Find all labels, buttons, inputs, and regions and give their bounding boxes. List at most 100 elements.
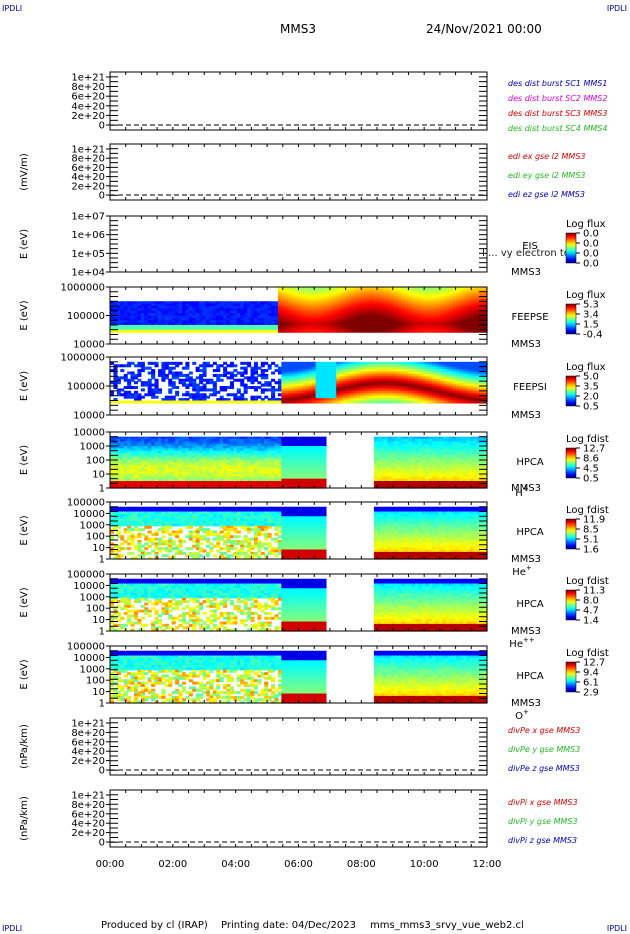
colorbar-tick-label: 4.7 xyxy=(583,606,599,617)
ytick-label: 10000 xyxy=(73,411,105,422)
colorbar-tick-label: 12.7 xyxy=(583,658,605,669)
ytick-label: 100 xyxy=(86,456,105,467)
ylabel-p7: E (eV) xyxy=(19,515,30,545)
colorbar-tick-label: 1.6 xyxy=(583,545,599,556)
ytick-label: 100000 xyxy=(67,570,105,581)
spacecraft-label-p5: MMS3 xyxy=(511,410,541,421)
spacecraft-label-p4: MMS3 xyxy=(511,339,541,350)
panel-p4: 1000000 100000 10000 E (eV) FEEPSE MMS3 Log fl… xyxy=(19,283,606,351)
instrument-label-p5: FEEPSI xyxy=(513,382,547,393)
ytick-label: 100000 xyxy=(67,498,105,509)
legend-entry: des dist burst SC4 MMS4 xyxy=(508,124,607,133)
colorbar-p5 xyxy=(565,375,577,407)
colorbar-tick-label: 8.6 xyxy=(583,454,599,465)
spacecraft-label-p3: MMS3 xyxy=(511,267,541,278)
ytick-label: 1000000 xyxy=(60,283,105,294)
species-label-p6: H+ xyxy=(515,485,529,499)
ylabel-p3: E (eV) xyxy=(19,229,30,259)
colorbar-p3 xyxy=(565,232,577,264)
footer-produced-by: Produced by cl (IRAP) xyxy=(101,920,208,931)
ytick-label: 100000 xyxy=(67,382,105,393)
ytick-label: 1e+07 xyxy=(71,212,105,223)
legend-entry: divPe y gse MMS3 xyxy=(508,745,580,754)
ytick-label: 10000 xyxy=(73,428,105,439)
ytick-label: 4e+20 xyxy=(71,101,105,112)
ytick-label: 1e+21 xyxy=(71,791,105,802)
ytick-label: 1000000 xyxy=(60,353,105,364)
colorbar-tick-label: 11.9 xyxy=(583,515,605,526)
ytick-label: 10 xyxy=(92,543,105,554)
spectrogram-p5 xyxy=(110,361,488,404)
spectrogram-p7 xyxy=(110,506,488,560)
ytick-label: 1 xyxy=(99,484,105,495)
spacecraft-label-p6: MMS3 xyxy=(511,483,541,494)
species-label-p9: O+ xyxy=(515,708,529,722)
legend-entry: edi ex gse l2 MMS3 xyxy=(508,152,586,161)
ytick-label: 1000 xyxy=(80,664,105,675)
colorbar-tick-label: 2.0 xyxy=(583,392,599,403)
time-tick-label: 10:00 xyxy=(410,859,439,870)
instrument-label-p4: FEEPSE xyxy=(511,312,548,323)
colorbar-p4 xyxy=(565,303,577,335)
plot-frame-p1 xyxy=(109,71,488,131)
spacecraft-label-p7: MMS3 xyxy=(511,554,541,565)
time-tick-label: 04:00 xyxy=(221,859,250,870)
overlay-text-p3: I ... vy electron to xyxy=(482,248,570,259)
colorbar-title-p6: Log fdist xyxy=(566,434,609,445)
ytick-label: 4e+20 xyxy=(71,172,105,183)
colorbar-tick-label: 3.4 xyxy=(583,310,599,321)
time-tick-label: 00:00 xyxy=(96,859,125,870)
spectrogram-p6 xyxy=(110,436,488,489)
colorbar-tick-label: 1.5 xyxy=(583,320,599,331)
plot-frame-p2 xyxy=(109,143,488,201)
corner-label-top-left: IPDLI xyxy=(2,4,23,13)
legend-entry: edi ez gse l2 MMS3 xyxy=(508,190,585,199)
ytick-label: 1 xyxy=(99,699,105,710)
instrument-label-p6: HPCA xyxy=(516,457,544,468)
ytick-label: 2e+20 xyxy=(71,756,105,767)
legend-entry: des dist burst SC2 MMS2 xyxy=(508,94,607,103)
colorbar-tick-label: 0.0 xyxy=(583,239,599,250)
ytick-label: 4e+20 xyxy=(71,747,105,758)
colorbar-tick-label: 8.0 xyxy=(583,596,599,607)
ytick-label: 0 xyxy=(99,121,105,132)
ylabel-p2: (mV/m) xyxy=(19,153,30,191)
ytick-label: 6e+20 xyxy=(71,92,105,103)
colorbar-tick-label: 2.9 xyxy=(583,688,599,699)
ytick-label: 10 xyxy=(92,615,105,626)
colorbar-tick-label: 5.3 xyxy=(583,300,599,311)
mission-title: MMS3 xyxy=(280,22,316,36)
ytick-label: 100 xyxy=(86,532,105,543)
ytick-label: 10000 xyxy=(73,653,105,664)
ytick-label: 6e+20 xyxy=(71,809,105,820)
species-label-p8: He++ xyxy=(509,636,535,650)
colorbar-title-p4: Log flux xyxy=(566,290,606,301)
footer-printing-date: Printing date: 04/Dec/2023 xyxy=(221,920,357,931)
ytick-label: 2e+20 xyxy=(71,181,105,192)
colorbar-tick-label: 0.5 xyxy=(583,474,599,485)
ytick-label: 1e+05 xyxy=(71,249,105,260)
plot-frame-p11 xyxy=(109,789,488,848)
plot-frame-p10 xyxy=(109,717,488,776)
ytick-label: 1e+21 xyxy=(71,719,105,730)
colorbar-tick-label: 1.4 xyxy=(583,616,599,627)
instrument-label-p9: HPCA xyxy=(516,671,544,682)
colorbar-title-p5: Log flux xyxy=(566,362,606,373)
colorbar-p8 xyxy=(565,589,577,621)
ytick-label: 2e+20 xyxy=(71,828,105,839)
colorbar-p7 xyxy=(565,518,577,550)
colorbar-tick-label: 0.5 xyxy=(583,402,599,413)
colorbar-tick-label: 3.5 xyxy=(583,382,599,393)
instrument-label-p7: HPCA xyxy=(516,527,544,538)
colorbar-tick-label: 5.0 xyxy=(583,372,599,383)
plot-datetime: 24/Nov/2021 00:00 xyxy=(426,22,542,36)
colorbar-tick-label: 8.5 xyxy=(583,525,599,536)
ytick-label: 1 xyxy=(99,555,105,566)
ytick-label: 6e+20 xyxy=(71,163,105,174)
species-label-p7: He+ xyxy=(512,564,532,578)
plot-frame-p3 xyxy=(109,215,488,273)
ytick-label: 1000 xyxy=(80,592,105,603)
time-tick-label: 12:00 xyxy=(473,859,502,870)
